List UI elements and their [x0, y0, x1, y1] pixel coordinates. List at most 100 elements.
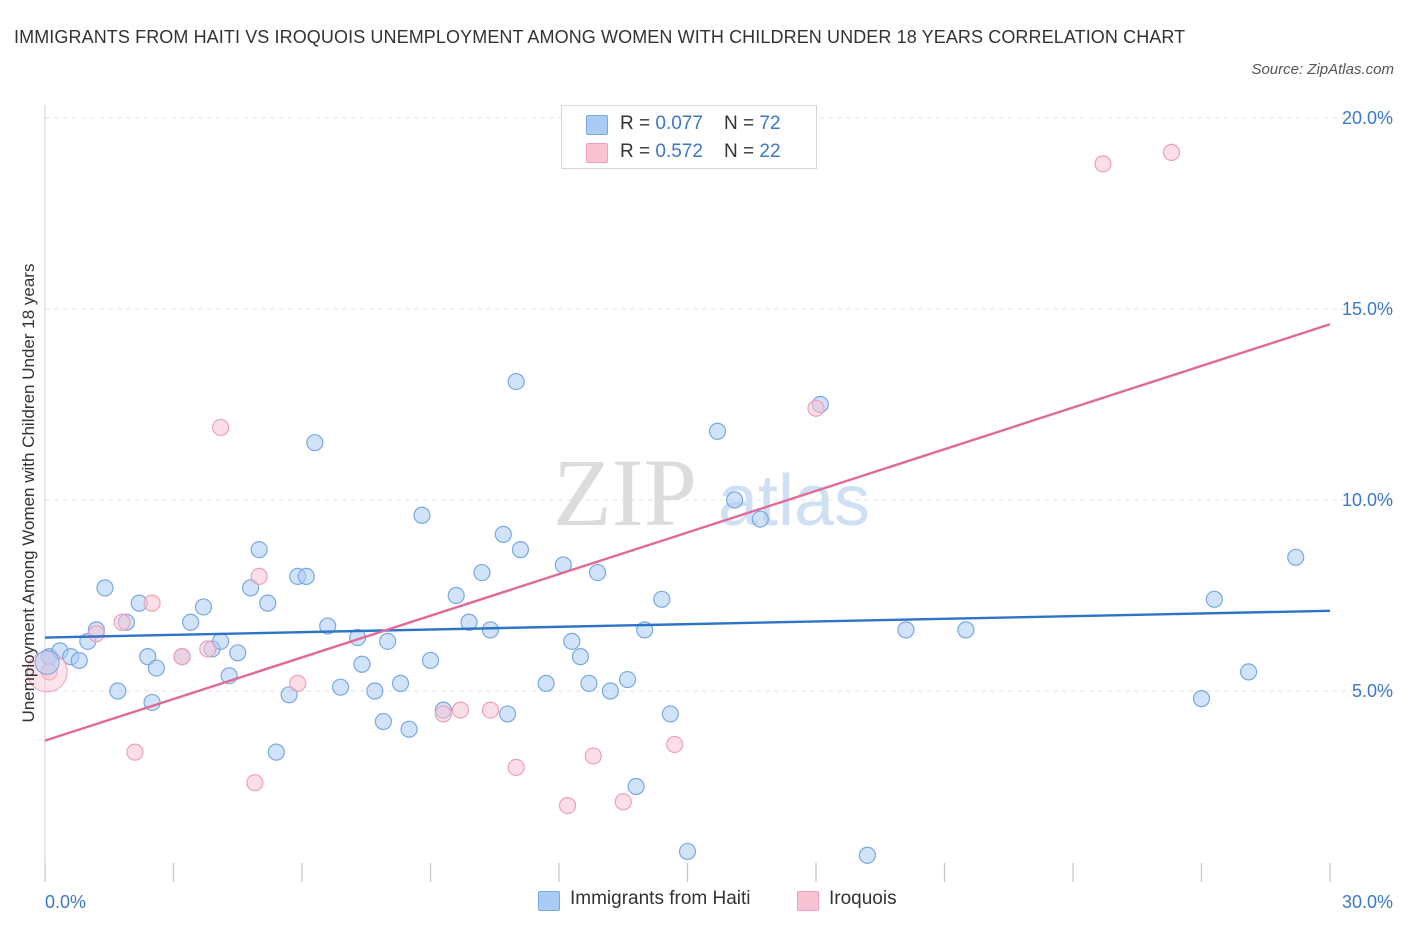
axes: [44, 105, 1331, 882]
haiti-point: [353, 655, 371, 673]
haiti-point: [1205, 590, 1223, 608]
r-value: 0.572: [655, 141, 703, 162]
x-tick-label: 0.0%: [45, 892, 86, 912]
legend-row-iroquois: R = 0.572 N = 22: [586, 141, 781, 167]
iroquois-point: [434, 705, 452, 723]
haiti-point: [374, 712, 392, 731]
data-points: [26, 143, 1305, 864]
watermark-zip: ZIP: [553, 439, 697, 546]
haiti-point: [473, 563, 491, 582]
iroquois-point: [614, 793, 632, 811]
haiti-point: [618, 670, 637, 689]
haiti-point: [588, 563, 607, 582]
iroquois-point: [212, 418, 230, 437]
haiti-point: [319, 617, 337, 635]
haiti-point: [460, 613, 478, 631]
haiti-point: [481, 621, 500, 639]
haiti-point: [366, 682, 384, 700]
haiti-point: [897, 621, 915, 639]
haiti-point: [507, 372, 525, 391]
iroquois-point: [584, 747, 602, 765]
legend-row-haiti: R = 0.077 N = 72: [586, 113, 781, 139]
haiti-point: [267, 743, 285, 761]
haiti-point: [678, 842, 697, 861]
haiti-point: [1192, 690, 1211, 708]
haiti-point: [413, 506, 431, 524]
iroquois-point: [143, 594, 161, 612]
iroquois-point: [507, 758, 525, 777]
source-label: Source: ZipAtlas.com: [1251, 61, 1394, 78]
iroquois-point: [481, 701, 500, 719]
n-label: N =: [724, 113, 760, 134]
haiti-point: [661, 705, 679, 723]
iroquois-point: [289, 674, 307, 692]
x-tick-label: 30.0%: [1342, 892, 1393, 912]
n-value: 72: [759, 113, 781, 134]
haiti-point: [229, 644, 247, 662]
haiti-point: [421, 651, 440, 670]
haiti-point: [511, 541, 530, 559]
haiti-point: [139, 648, 157, 666]
haiti-point: [1240, 663, 1258, 681]
iroquois-point: [451, 701, 470, 719]
y-tick-label: 20.0%: [1342, 108, 1393, 128]
haiti-point: [109, 682, 127, 700]
n-label: N =: [724, 141, 760, 162]
iroquois-point: [199, 640, 217, 658]
y-tick-label: 10.0%: [1342, 490, 1393, 510]
haiti-point: [331, 678, 350, 696]
haiti-point: [447, 586, 465, 605]
haiti-point: [259, 594, 277, 612]
watermark: ZIP atlas: [553, 439, 870, 546]
iroquois-point: [666, 735, 684, 754]
axis-labels: Unemployment Among Women with Children U…: [19, 108, 1393, 912]
haiti-point: [537, 674, 555, 692]
haiti-point: [297, 567, 315, 586]
iroquois-point: [173, 648, 191, 666]
haiti-point: [280, 686, 298, 704]
legend-item-label: Immigrants from Haiti: [570, 888, 751, 909]
iroquois-swatch: [586, 143, 608, 163]
y-tick-label: 15.0%: [1342, 299, 1393, 319]
y-axis-label: Unemployment Among Women with Children U…: [19, 264, 38, 723]
iroquois-point: [558, 796, 577, 815]
iroquois-point: [1094, 155, 1112, 173]
legend-item-label: Iroquois: [829, 888, 897, 909]
haiti-point: [751, 510, 769, 528]
iroquois-point: [87, 625, 106, 643]
n-value: 22: [759, 141, 781, 162]
haiti-point: [726, 491, 744, 509]
iroquois-point: [113, 613, 131, 631]
haiti-point: [306, 434, 324, 452]
trend-lines: [44, 323, 1331, 742]
r-label: R =: [620, 113, 656, 134]
y-tick-label: 5.0%: [1352, 681, 1393, 701]
haiti-point: [858, 846, 877, 864]
haiti-point: [653, 590, 671, 608]
haiti-point: [182, 613, 200, 631]
haiti-swatch: [538, 891, 560, 911]
haiti-point: [400, 720, 418, 738]
iroquois-swatch: [797, 891, 819, 911]
iroquois-point: [250, 567, 268, 586]
haiti-point-cluster: [34, 649, 60, 675]
haiti-point: [391, 674, 410, 692]
iroquois-point: [1162, 143, 1181, 161]
iroquois-point: [807, 399, 825, 417]
r-label: R =: [620, 141, 656, 162]
haiti-point: [70, 651, 88, 670]
iroquois-trend-line: [44, 323, 1331, 742]
chart-title: IMMIGRANTS FROM HAITI VS IROQUOIS UNEMPL…: [14, 27, 1186, 47]
haiti-point: [379, 632, 397, 650]
haiti-point: [96, 579, 114, 597]
haiti-point: [242, 579, 260, 597]
haiti-point: [571, 648, 590, 666]
correlation-legend: R = 0.077 N = 72 R = 0.572 N = 22: [561, 105, 817, 169]
haiti-point: [1287, 548, 1305, 566]
iroquois-point: [126, 743, 144, 761]
haiti-point: [708, 422, 727, 440]
haiti-swatch: [586, 115, 608, 135]
haiti-point: [601, 682, 620, 700]
haiti-point: [563, 632, 581, 650]
